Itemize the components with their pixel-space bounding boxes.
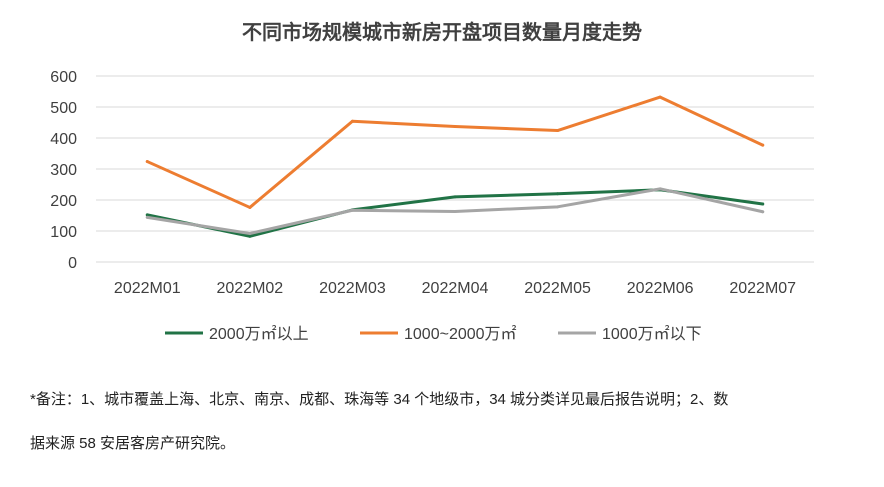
legend-label: 1000万㎡以下: [602, 325, 702, 343]
x-axis-ticks: 2022M01 2022M02 2022M03 2022M04 2022M05 2022M…: [114, 280, 796, 297]
legend: 2000万㎡以上 1000~2000万㎡ 1000万㎡以下: [165, 325, 702, 343]
footnote-line-1: *备注：1、城市覆盖上海、北京、南京、成都、珠海等 34 个地级市，34 城分类…: [30, 391, 729, 408]
data-point: [248, 231, 252, 235]
data-point: [145, 160, 149, 164]
data-point: [761, 210, 765, 214]
y-tick-label: 100: [50, 224, 77, 241]
y-tick-label: 0: [68, 255, 77, 272]
x-tick-label: 2022M04: [422, 280, 489, 297]
data-point: [658, 187, 662, 191]
x-tick-label: 2022M02: [216, 280, 283, 297]
data-point: [145, 213, 149, 217]
data-point: [556, 205, 560, 209]
y-tick-label: 200: [50, 193, 77, 210]
legend-item-2: 1000~2000万㎡: [360, 325, 517, 343]
y-axis-ticks: 0 100 200 300 400 500 600: [50, 69, 77, 272]
legend-item-1: 2000万㎡以上: [165, 325, 309, 343]
data-point: [556, 129, 560, 133]
y-tick-label: 400: [50, 131, 77, 148]
data-point: [350, 119, 354, 123]
data-point: [658, 95, 662, 99]
x-tick-label: 2022M06: [627, 280, 694, 297]
data-point: [761, 202, 765, 206]
x-tick-label: 2022M01: [114, 280, 181, 297]
data-point: [248, 234, 252, 238]
y-tick-label: 300: [50, 162, 77, 179]
legend-item-3: 1000万㎡以下: [558, 325, 702, 343]
gridlines: [96, 75, 814, 263]
y-tick-label: 600: [50, 69, 77, 86]
data-point: [248, 205, 252, 209]
x-tick-label: 2022M03: [319, 280, 386, 297]
data-point: [453, 195, 457, 199]
y-tick-label: 500: [50, 100, 77, 117]
series-lines: [145, 95, 765, 238]
chart-title: 不同市场规模城市新房开盘项目数量月度走势: [242, 22, 642, 44]
x-tick-label: 2022M07: [729, 280, 796, 297]
data-point: [453, 209, 457, 213]
legend-label: 2000万㎡以上: [209, 325, 309, 343]
data-point: [761, 143, 765, 147]
data-point: [145, 215, 149, 219]
data-point: [350, 208, 354, 212]
legend-label: 1000~2000万㎡: [404, 325, 517, 343]
data-point: [453, 125, 457, 129]
footnote-line-2: 据来源 58 安居客房产研究院。: [30, 435, 236, 452]
data-point: [556, 192, 560, 196]
x-tick-label: 2022M05: [524, 280, 591, 297]
